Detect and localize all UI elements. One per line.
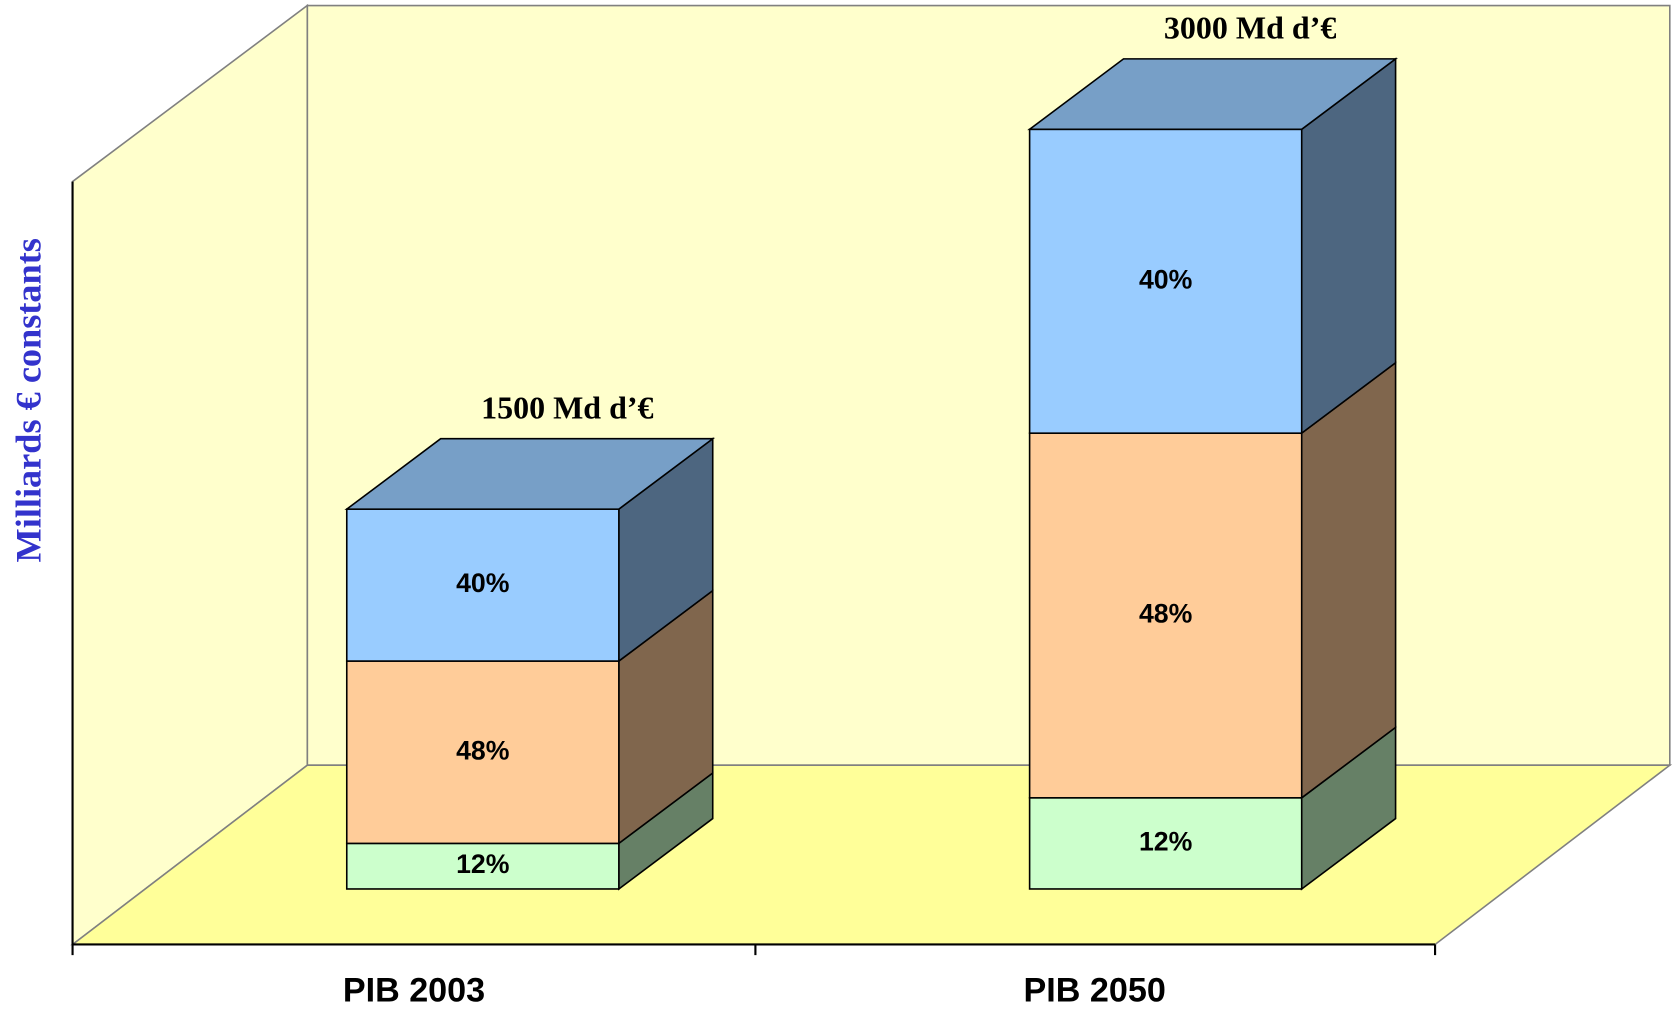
value-label: 40%	[1139, 264, 1192, 294]
bar	[345, 508, 620, 662]
bar-top	[1027, 58, 1398, 131]
bar	[1028, 432, 1303, 799]
value-label: 48%	[1139, 599, 1192, 629]
bar-top	[344, 437, 716, 510]
bar	[1028, 797, 1303, 890]
floor	[70, 764, 1673, 946]
value-label: 48%	[456, 735, 509, 765]
value-label: 12%	[1139, 826, 1192, 856]
value-label: 40%	[456, 568, 509, 598]
x-tick-label: PIB 2050	[1024, 971, 1166, 1009]
total-label: 1500 Md d’€	[481, 389, 653, 425]
bar	[345, 660, 620, 845]
total-label: 3000 Md d’€	[1164, 9, 1336, 45]
bar-side	[1300, 361, 1397, 800]
x-tick-label: PIB 2003	[343, 971, 485, 1009]
bar	[345, 842, 620, 890]
value-label: 12%	[456, 849, 509, 879]
y-axis-label: Milliards € constants	[8, 238, 48, 562]
